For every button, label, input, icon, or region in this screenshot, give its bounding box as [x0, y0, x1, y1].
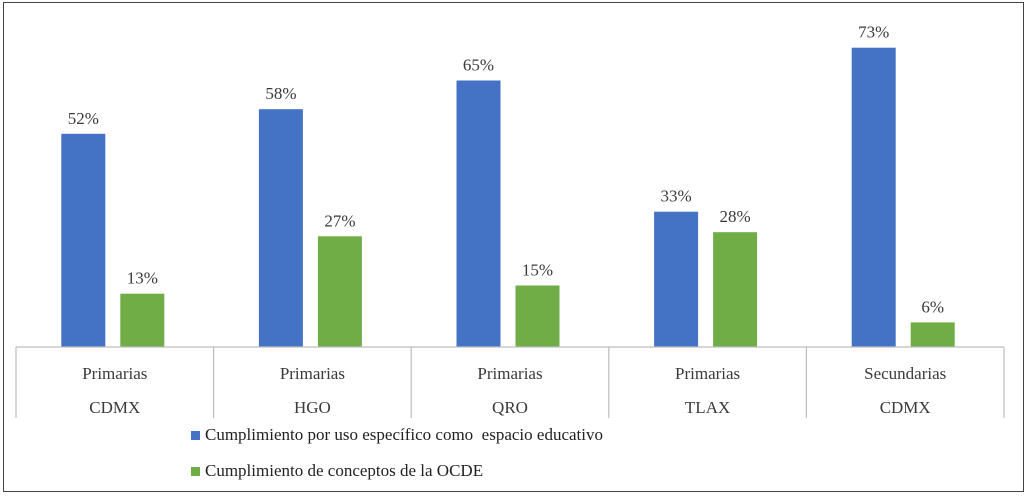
data-label: 65%: [463, 56, 494, 75]
legend-label: Cumplimiento de conceptos de la OCDE: [205, 461, 483, 480]
category-label: HGO: [294, 398, 331, 417]
category-label: Primarias: [675, 364, 740, 383]
bar-uso-especifico: [851, 47, 896, 347]
category-labels-group: Primarias CDMX Primarias HGO Primarias QRO Pri…: [82, 364, 946, 417]
bar-uso-especifico: [654, 211, 699, 347]
data-label: 27%: [324, 211, 355, 230]
legend: Cumplimiento por uso específico como esp…: [191, 425, 603, 480]
bar-uso-especifico: [456, 80, 501, 347]
data-label: 28%: [720, 207, 751, 226]
bar-ocde: [120, 293, 165, 347]
category-label: CDMX: [880, 398, 931, 417]
bar-ocde: [317, 236, 362, 347]
data-label: 15%: [522, 261, 553, 280]
bar-ocde: [515, 285, 560, 347]
category-label: CDMX: [89, 398, 140, 417]
bars-group: [61, 47, 955, 347]
category-label: Primarias: [82, 364, 147, 383]
category-label: TLAX: [685, 398, 730, 417]
category-label: Primarias: [477, 364, 542, 383]
category-label: Primarias: [280, 364, 345, 383]
bar-uso-especifico: [61, 133, 106, 347]
category-label: Secundarias: [864, 364, 946, 383]
legend-swatch: [191, 431, 200, 440]
data-label: 73%: [858, 23, 889, 42]
legend-label: Cumplimiento por uso específico como esp…: [205, 425, 603, 444]
data-label: 52%: [68, 109, 99, 128]
bar-ocde: [910, 322, 955, 347]
value-labels-group: 52% 13% 58% 27% 65% 15% 33% 28% 73% 6%: [68, 23, 944, 317]
legend-swatch: [191, 467, 200, 476]
x-axis: [15, 346, 1005, 418]
data-label: 33%: [661, 187, 692, 206]
bar-ocde: [713, 232, 758, 347]
data-label: 6%: [921, 297, 944, 316]
bar-uso-especifico: [258, 109, 303, 347]
category-label: QRO: [492, 398, 528, 417]
data-label: 58%: [265, 84, 296, 103]
data-label: 13%: [127, 269, 158, 288]
